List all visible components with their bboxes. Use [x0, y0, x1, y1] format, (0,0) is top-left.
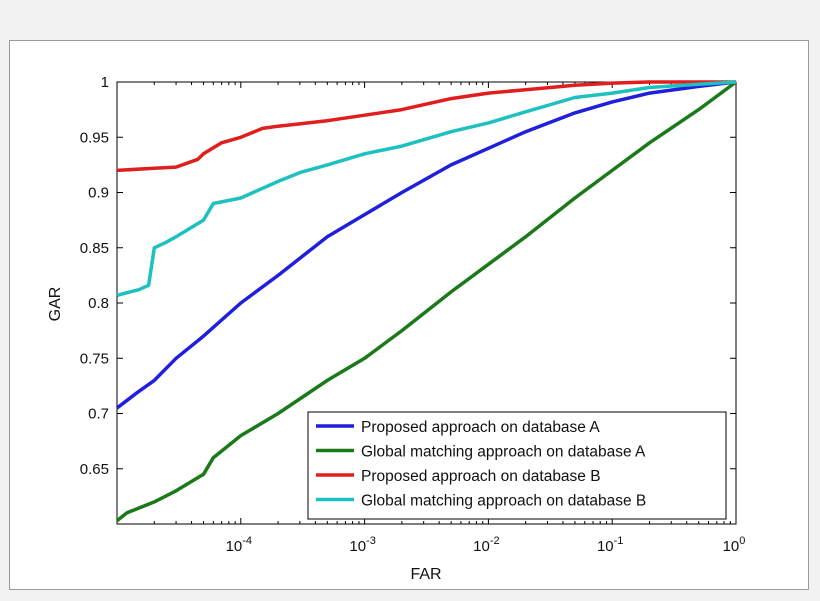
- y-tick-label: 1: [101, 74, 109, 91]
- x-axis: 10-4 10-3 10-2 10-1 100: [153, 82, 746, 555]
- x-tick-label: 100: [723, 535, 746, 555]
- legend: Proposed approach on database A Global ma…: [307, 411, 727, 520]
- y-tick-label: 0.75: [80, 350, 109, 367]
- legend-label-3: Proposed approach on database B: [361, 468, 601, 485]
- legend-box: [307, 411, 727, 520]
- y-axis-label: GAR: [47, 287, 64, 322]
- series-line-3: [116, 80, 736, 173]
- series-line-2: [115, 80, 738, 523]
- x-axis-label: FAR: [410, 566, 441, 583]
- series-group: [115, 80, 738, 523]
- x-tick-label: 10-2: [473, 535, 499, 555]
- legend-label-4: Global matching approach on database B: [361, 493, 646, 510]
- x-tick-label: 10-4: [226, 535, 252, 555]
- y-tick-label: 0.85: [80, 240, 109, 257]
- legend-label-2: Global matching approach on database A: [361, 444, 646, 461]
- y-axis: 0.65 0.7 0.75 0.8 0.85 0.9 0.95 1: [80, 74, 736, 478]
- x-tick-label: 10-3: [349, 535, 375, 555]
- x-tick-label: 10-1: [597, 535, 623, 555]
- y-tick-label: 0.7: [88, 406, 109, 423]
- y-tick-label: 0.8: [88, 295, 109, 312]
- y-tick-label: 0.95: [80, 129, 109, 146]
- legend-label-1: Proposed approach on database A: [361, 419, 600, 436]
- y-tick-label: 0.9: [88, 185, 109, 202]
- y-tick-label: 0.65: [80, 461, 109, 478]
- series-line-1: [115, 80, 737, 410]
- series-line-4: [116, 80, 737, 297]
- roc-chart: 0.650.70.750.80.850.90.951 10-4 10-3 10-2 1…: [47, 74, 746, 583]
- figure-frame: 0.65 0.7 0.75 0.8 0.85 0.9 0.95 1 10-4 10-3 10-2 1…: [9, 40, 809, 590]
